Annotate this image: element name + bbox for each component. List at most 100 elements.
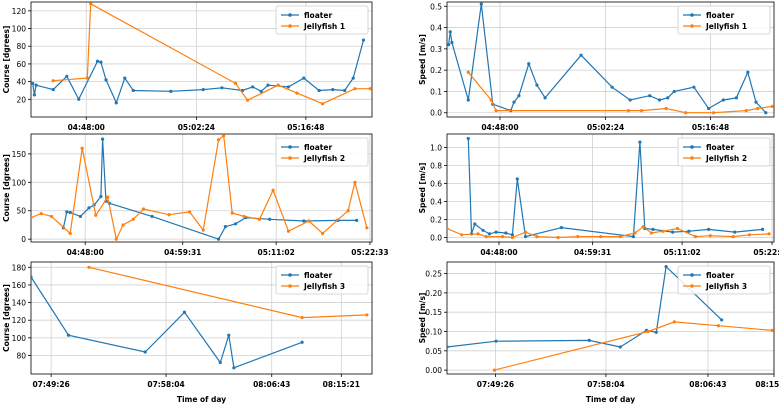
x-tick-label: 05:16:48 <box>287 123 324 132</box>
legend-box <box>275 5 369 35</box>
y-tick-label: 80 <box>16 42 26 51</box>
legend-label: Jellyfish 2 <box>303 154 345 163</box>
y-tick-label: 0.05 <box>425 347 442 356</box>
data-point <box>767 232 771 236</box>
data-point <box>479 2 483 6</box>
data-point <box>515 177 519 181</box>
legend-label: floater <box>706 271 734 280</box>
legend-box <box>275 137 369 167</box>
data-point <box>633 231 637 235</box>
data-point <box>672 320 676 324</box>
y-tick-label: 0.00 <box>425 366 442 375</box>
data-point <box>222 134 226 138</box>
x-tick-label: 04:59:31 <box>164 248 201 257</box>
y-tick-label: 100 <box>12 334 27 343</box>
data-point <box>460 233 464 237</box>
legend-label: Jellyfish 2 <box>705 154 747 163</box>
data-point <box>639 109 644 113</box>
data-point <box>610 85 614 89</box>
x-tick-label: 04:48:00 <box>67 248 104 257</box>
legend-marker <box>690 156 694 160</box>
data-point <box>476 232 480 236</box>
data-point <box>31 275 33 279</box>
data-point <box>500 235 505 239</box>
data-point <box>99 194 103 199</box>
data-point <box>527 62 531 66</box>
data-point <box>87 265 91 269</box>
y-axis-label: Speed [m/s] <box>418 163 427 214</box>
x-tick-label: 07:49:26 <box>32 380 69 389</box>
data-point <box>672 89 676 94</box>
data-point <box>576 235 580 239</box>
data-point <box>628 98 632 102</box>
y-axis-label: Course [dgrees] <box>2 284 11 352</box>
data-point <box>51 87 55 92</box>
x-tick-label: 04:48:00 <box>68 123 105 132</box>
data-point <box>85 76 89 80</box>
legend-label: floater <box>706 11 734 20</box>
data-point <box>218 360 222 365</box>
legend-label: floater <box>304 143 332 152</box>
data-point <box>368 87 372 91</box>
y-tick-label: 0.10 <box>425 328 442 337</box>
data-point <box>187 210 192 214</box>
data-point <box>587 338 591 342</box>
data-point <box>307 219 311 223</box>
data-point <box>286 85 291 89</box>
x-tick-label: 04:48:00 <box>481 123 518 132</box>
data-point <box>481 228 485 232</box>
data-point <box>68 210 72 215</box>
x-tick-label: 08:06:43 <box>253 380 290 389</box>
y-tick-label: 0.6 <box>430 180 442 189</box>
data-point <box>131 88 135 93</box>
x-tick-label: 08:15:21 <box>323 380 360 389</box>
data-point <box>504 231 508 235</box>
series-line-jellyfish <box>31 134 368 242</box>
y-tick-label: 160 <box>12 281 27 290</box>
legend-label: floater <box>706 143 734 152</box>
data-point <box>760 227 765 231</box>
x-axis-label: Time of day <box>586 395 635 404</box>
y-tick-label: 50 <box>16 207 26 216</box>
data-point <box>447 345 449 349</box>
series-group <box>31 134 369 242</box>
y-tick-label: 100 <box>12 25 27 34</box>
data-point <box>31 215 33 220</box>
data-point <box>556 235 560 240</box>
y-tick-label: 140 <box>12 299 27 308</box>
x-tick-label: 05:02:24 <box>178 123 215 132</box>
data-point <box>77 97 81 101</box>
x-tick-label: 07:58:04 <box>587 380 624 389</box>
data-point <box>182 310 187 314</box>
data-point <box>78 214 83 219</box>
plot-frame <box>30 261 373 375</box>
data-point <box>276 83 280 87</box>
data-point <box>626 109 631 113</box>
data-point <box>87 206 91 210</box>
y-tick-label: 150 <box>12 150 27 159</box>
data-point <box>259 89 263 93</box>
data-point <box>232 366 236 370</box>
data-point <box>720 318 724 322</box>
series-group <box>447 2 774 115</box>
data-point <box>123 76 127 80</box>
data-point <box>80 146 84 150</box>
data-point <box>466 136 470 141</box>
data-point <box>450 40 454 45</box>
data-point <box>99 60 103 64</box>
y-tick-label: 0.4 <box>430 24 442 33</box>
data-point <box>365 226 369 230</box>
data-point <box>707 106 711 111</box>
chart-panel-3: 0 50 100 150 04:48:00 04:59:31 05:11:02 05:22:3… <box>2 133 389 257</box>
y-tick-label: 0.8 <box>430 162 442 171</box>
data-point <box>141 207 146 211</box>
data-point <box>517 94 521 98</box>
data-point <box>447 226 449 231</box>
series-group <box>31 2 372 106</box>
data-point <box>114 101 118 105</box>
y-tick-label: 60 <box>16 60 26 69</box>
data-point <box>266 83 270 87</box>
chart-panel-2: 0.0 0.1 0.2 0.3 0.4 0.5 04:48:00 05:02:24 05:16:… <box>418 1 775 132</box>
series-line-jellyfish <box>447 225 770 239</box>
data-point <box>234 222 238 226</box>
